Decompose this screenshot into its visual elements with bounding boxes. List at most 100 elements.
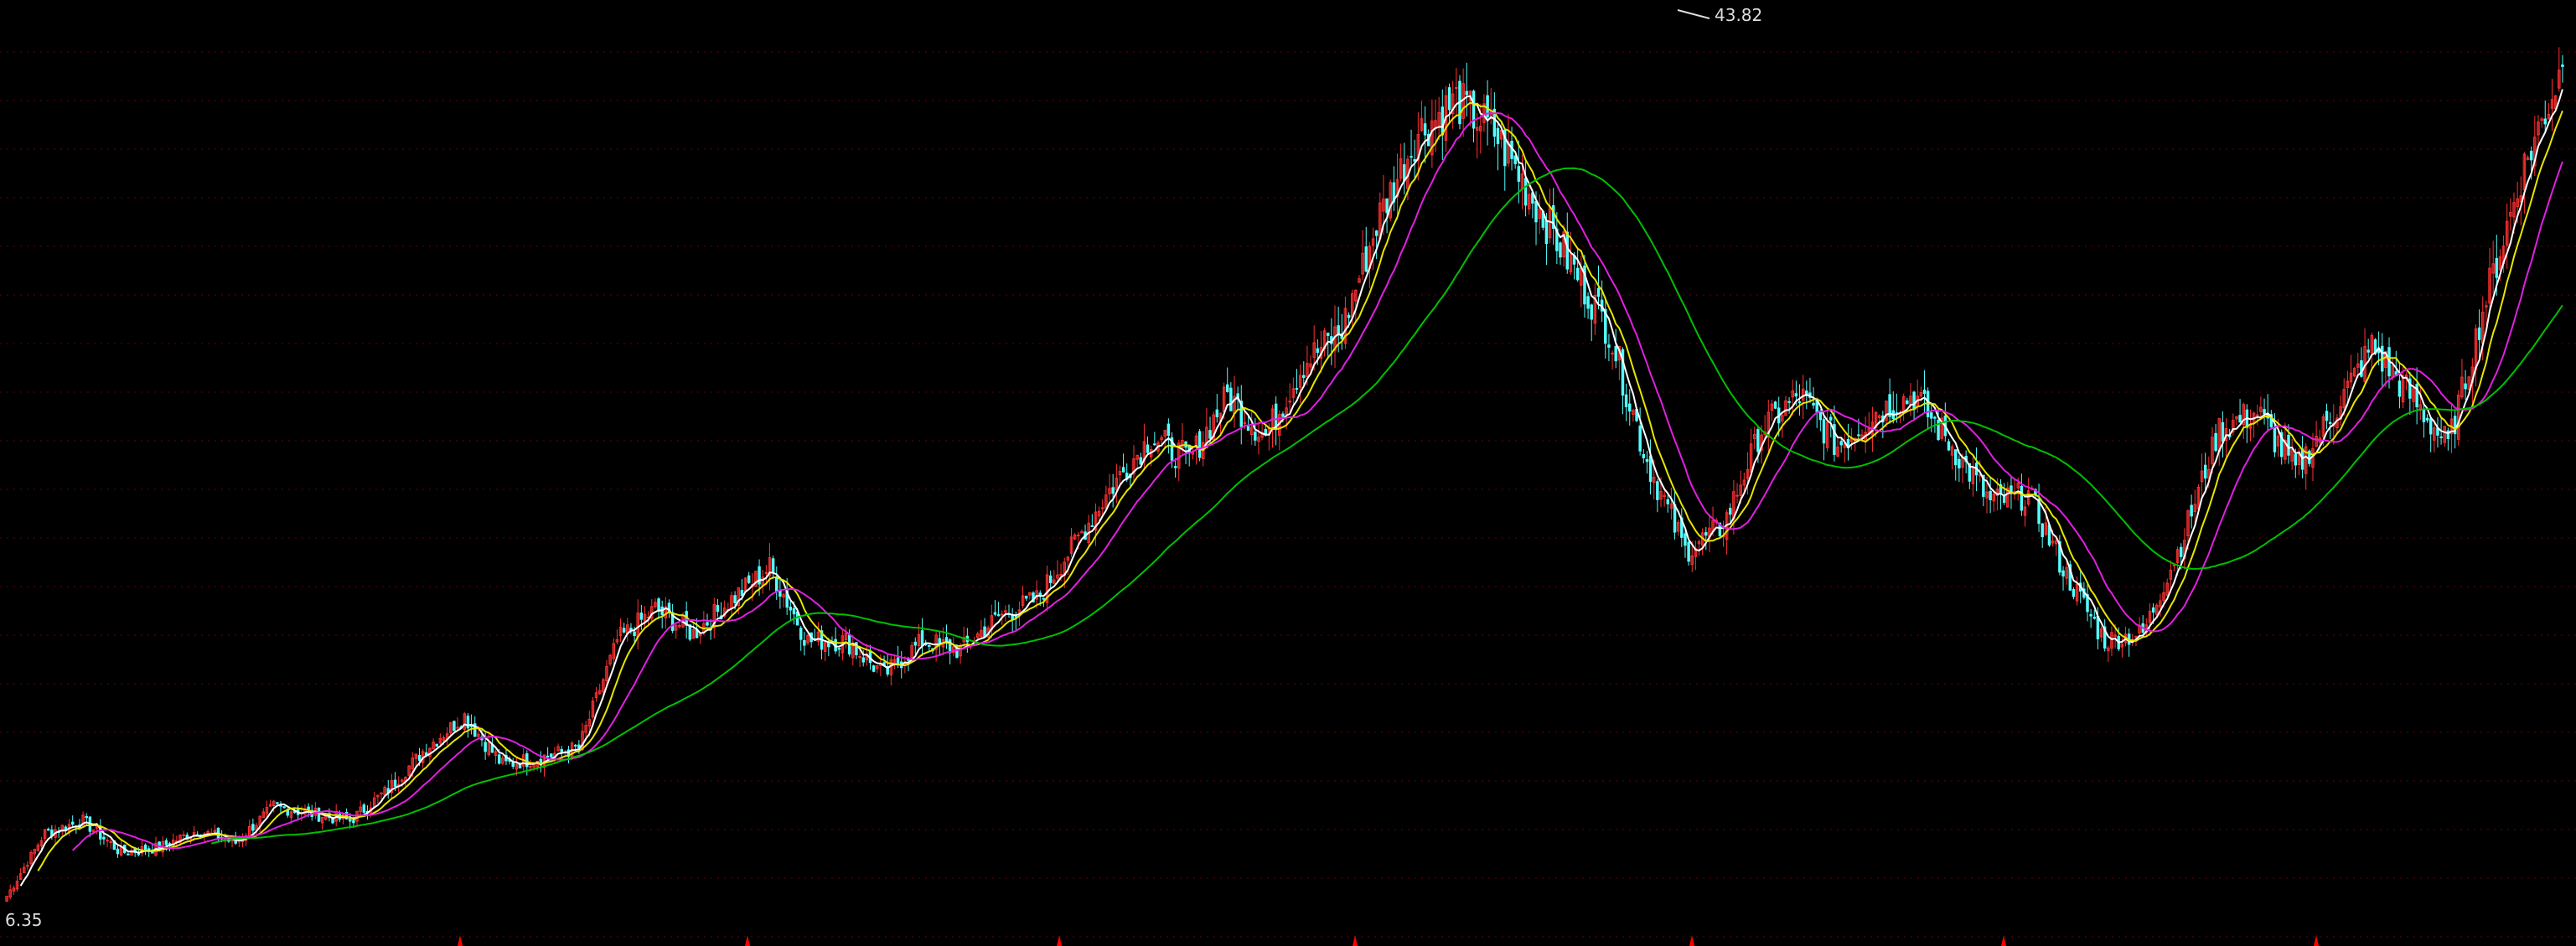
candle-up [2512, 202, 2516, 218]
candle-up [1791, 390, 1794, 398]
candle-down [292, 811, 297, 814]
candle-up [1354, 289, 1358, 302]
period-marker [1353, 935, 1358, 946]
period-marker [745, 935, 750, 946]
candle-down [1316, 348, 1320, 354]
candle-up [806, 634, 810, 644]
candle-down [747, 575, 751, 583]
candle-down [70, 821, 75, 825]
candle-up [587, 718, 592, 727]
candle-up [1389, 182, 1392, 219]
candle-down [938, 638, 941, 644]
candle-up [2051, 540, 2055, 544]
ma60-line [210, 167, 2563, 845]
candle-up [782, 594, 785, 598]
candle-up [1132, 458, 1135, 475]
candle-down [886, 666, 889, 675]
candle-down [1146, 444, 1150, 453]
candle-down [2263, 409, 2266, 415]
candle-up [597, 690, 602, 695]
candle-up [1080, 531, 1084, 534]
candle-down [1423, 123, 1427, 136]
candle-up [15, 881, 19, 890]
candle-up [2550, 99, 2554, 109]
candle-down [137, 853, 141, 856]
candle-down [1628, 403, 1632, 412]
candle-down [2086, 594, 2089, 613]
candle-down [740, 590, 744, 597]
candle-down [1364, 246, 1368, 272]
candle-down [1385, 198, 1389, 214]
candle-down [733, 595, 737, 603]
candle-down [1624, 394, 1628, 407]
candle-down [362, 804, 366, 813]
candle-down [1922, 389, 1927, 395]
candle-up [1035, 590, 1038, 600]
candle-down [1642, 453, 1646, 458]
candle-down [2477, 327, 2481, 340]
candle-down [1246, 426, 1250, 432]
candle-down [1912, 391, 1916, 410]
candle-down [2529, 150, 2533, 161]
candle-down [1090, 525, 1094, 527]
candle-down [1656, 481, 1659, 500]
candle-up [1843, 443, 1847, 448]
candle-up [1940, 417, 1943, 439]
candle-up [1000, 613, 1004, 616]
candle-up [876, 665, 879, 669]
candle-up [1306, 363, 1309, 377]
candle-down [393, 779, 397, 787]
candle-up [1482, 103, 1486, 123]
candle-up [712, 604, 716, 628]
candle-down [577, 744, 581, 748]
candle-up [754, 571, 758, 587]
candle-up [130, 850, 133, 856]
candle-down [706, 622, 709, 626]
candle-up [962, 637, 965, 643]
candle-up [1676, 522, 1680, 532]
candle-up [2075, 583, 2079, 602]
candle-up [23, 866, 26, 874]
candle-down [331, 817, 334, 824]
candle-down [1607, 344, 1611, 348]
candle-up [2467, 376, 2470, 390]
candle-down [1684, 533, 1687, 546]
candle-down [1208, 430, 1212, 439]
candle-down [1517, 166, 1521, 182]
candle-down [1787, 401, 1791, 403]
candle-down [2214, 432, 2217, 452]
candle-up [2498, 256, 2502, 271]
period-marker [458, 935, 463, 946]
candle-up [2321, 416, 2325, 437]
candle-down [1773, 401, 1777, 409]
candle-down [1496, 127, 1500, 144]
candle-up [2211, 437, 2214, 465]
candle-up [2519, 195, 2523, 203]
candle-up [851, 645, 855, 659]
candle-down [2279, 432, 2284, 457]
candle-up [1097, 510, 1101, 517]
candle-up [2433, 427, 2436, 441]
candle-up [2023, 506, 2027, 516]
candle-down [1930, 412, 1933, 419]
candle-up [1420, 118, 1424, 132]
candle-up [8, 889, 12, 898]
candle-up [1021, 595, 1025, 607]
candle-up [529, 765, 532, 768]
candle-up [81, 814, 85, 827]
candle-up [976, 633, 980, 638]
candle-up [737, 587, 740, 606]
candle-up [1104, 494, 1108, 509]
candle-up [1309, 363, 1312, 368]
candle-up [1181, 440, 1184, 449]
candle-down [1239, 401, 1244, 427]
candle-down [799, 628, 803, 640]
candle-up [1451, 93, 1455, 115]
candle-up [1108, 488, 1111, 494]
candle-up [1669, 504, 1673, 509]
candle-down [1857, 434, 1860, 437]
candle-up [1249, 426, 1254, 436]
candle-down [2238, 415, 2242, 423]
candle-down [1958, 458, 1961, 469]
candle-up [1243, 421, 1247, 425]
